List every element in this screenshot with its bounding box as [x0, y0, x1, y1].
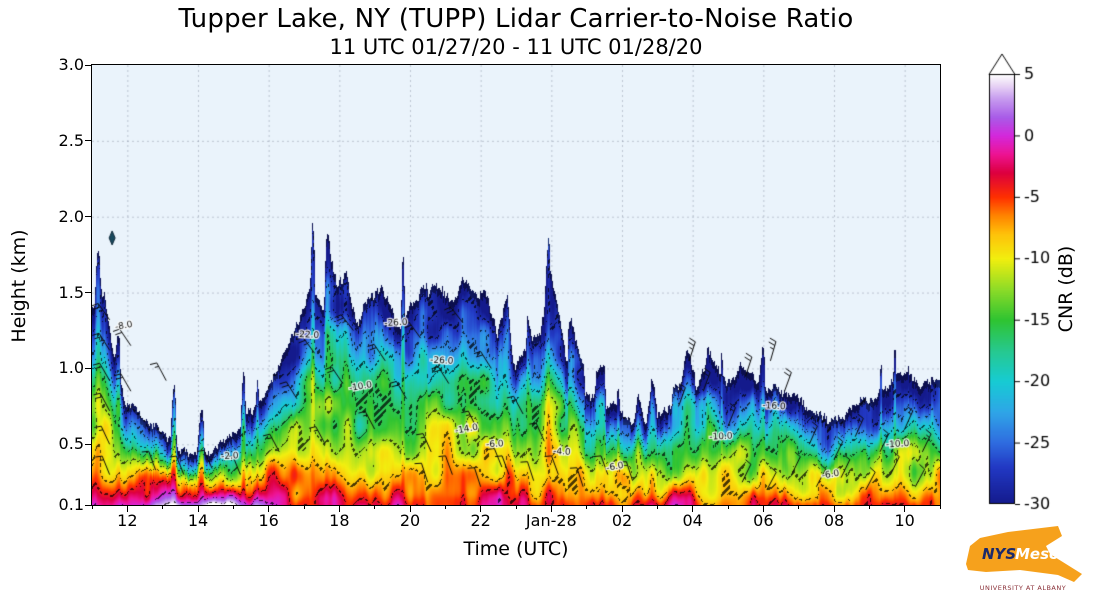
x-tick-mark [904, 506, 906, 512]
colorbar-label: CNR (dB) [1055, 245, 1077, 333]
x-tick-mark [91, 506, 93, 509]
logo-tagline: UNIVERSITY AT ALBANY [980, 584, 1066, 592]
y-tick-mark [85, 140, 91, 142]
logo-text-nys: NYS [982, 545, 1016, 563]
mesonet-logo: NYS Mesonet UNIVERSITY AT ALBANY [960, 512, 1088, 596]
chart-title: Tupper Lake, NY (TUPP) Lidar Carrier-to-… [178, 4, 854, 34]
y-tick-label: 0.5 [58, 434, 84, 454]
x-tick-mark [303, 506, 305, 509]
x-tick-mark [727, 506, 729, 509]
chart-subtitle: 11 UTC 01/27/20 - 11 UTC 01/28/20 [329, 35, 703, 59]
x-tick-label: 06 [753, 511, 774, 530]
x-tick-mark [162, 506, 164, 509]
x-tick-label: 08 [823, 511, 845, 530]
x-tick-label: 20 [399, 511, 421, 530]
x-tick-mark [939, 506, 941, 509]
x-tick-mark [268, 506, 270, 512]
x-tick-mark [656, 506, 658, 509]
x-tick-mark [444, 506, 446, 509]
x-tick-mark [762, 506, 764, 512]
logo-text-mesonet: Mesonet [1015, 545, 1086, 563]
ny-state-shape [966, 526, 1082, 582]
x-axis-label: Time (UTC) [463, 538, 569, 560]
y-tick-mark [85, 443, 91, 445]
x-tick-mark [586, 506, 588, 509]
y-tick-mark [85, 367, 91, 369]
x-tick-label: 10 [894, 511, 915, 530]
x-tick-mark [480, 506, 482, 512]
x-tick-mark [515, 506, 517, 509]
x-tick-mark [126, 506, 128, 512]
y-tick-mark [85, 216, 91, 218]
y-tick-label: 2.5 [58, 130, 84, 150]
y-tick-label: 0.1 [58, 495, 84, 514]
x-tick-mark [409, 506, 411, 512]
plot-canvas [91, 64, 941, 506]
ny-state-logo-graphic: NYS Mesonet UNIVERSITY AT ALBANY [966, 526, 1088, 592]
y-tick-label: 1.0 [58, 358, 84, 378]
y-tick-mark [85, 64, 91, 66]
x-tick-label: 16 [258, 511, 279, 530]
x-tick-label: 14 [187, 511, 209, 530]
x-tick-mark [232, 506, 234, 509]
y-tick-mark [85, 292, 91, 294]
x-tick-mark [833, 506, 835, 512]
x-tick-label: Jan-28 [525, 511, 577, 530]
x-tick-mark [550, 506, 552, 512]
x-tick-mark [621, 506, 623, 512]
x-tick-label: 18 [329, 511, 350, 530]
y-tick-label: 1.5 [58, 282, 84, 302]
x-tick-mark [868, 506, 870, 509]
x-tick-mark [692, 506, 694, 512]
x-tick-label: 04 [682, 511, 703, 530]
y-tick-label: 3.0 [58, 55, 84, 74]
x-tick-label: 22 [470, 511, 491, 530]
x-tick-label: 12 [117, 511, 138, 530]
colorbar-canvas [974, 52, 1058, 522]
x-tick-mark [374, 506, 376, 509]
y-tick-mark [85, 504, 91, 506]
x-tick-mark [197, 506, 199, 512]
y-tick-label: 2.0 [58, 206, 84, 226]
x-tick-mark [798, 506, 800, 509]
x-tick-mark [338, 506, 340, 512]
x-tick-label: 02 [611, 511, 633, 530]
y-axis-label: Height (km) [8, 229, 30, 343]
